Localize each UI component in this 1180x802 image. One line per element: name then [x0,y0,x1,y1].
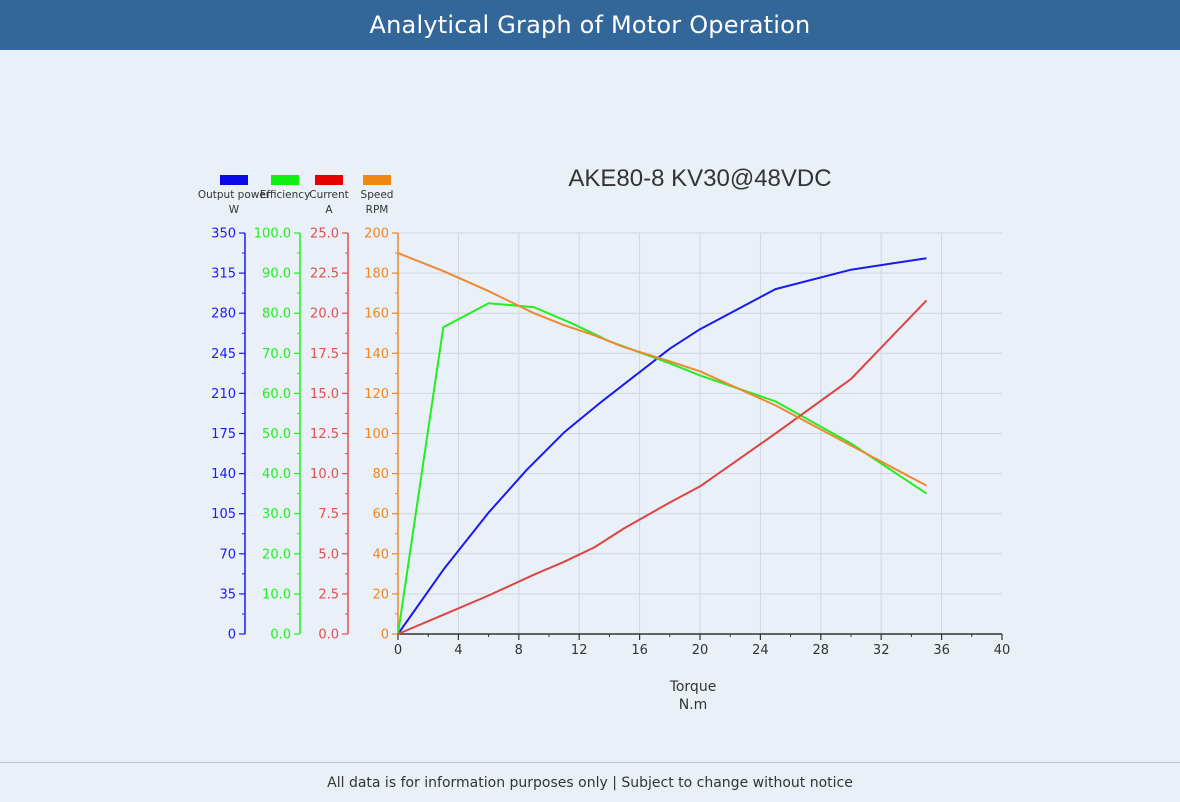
series-line-speed [397,252,927,487]
y-tick-label-efficiency: 70.0 [262,347,291,362]
y-tick-label-efficiency: 60.0 [262,387,291,402]
x-axis-label: Torque [669,679,717,695]
y-tick-label-power: 105 [211,507,236,522]
y-tick-label-efficiency: 20.0 [262,547,291,562]
series-line-power [397,257,927,635]
x-tick-label: 32 [873,643,890,658]
y-tick-label-speed: 200 [364,227,389,242]
y-tick-label-speed: 160 [364,307,389,322]
legend-unit-speed: RPM [366,204,389,216]
y-tick-label-speed: 0 [381,628,389,643]
y-tick-label-efficiency: 50.0 [262,427,291,442]
y-tick-label-speed: 60 [372,507,389,522]
y-tick-label-speed: 100 [364,427,389,442]
y-tick-label-power: 280 [211,307,236,322]
y-tick-label-speed: 140 [364,347,389,362]
series-line-current [397,299,928,635]
y-tick-label-power: 140 [211,467,236,482]
y-tick-label-current: 0.0 [318,628,339,643]
x-tick-label: 4 [454,643,462,658]
y-tick-label-speed: 80 [372,467,389,482]
x-tick-label: 36 [933,643,950,658]
y-tick-label-efficiency: 30.0 [262,507,291,522]
page-header: Analytical Graph of Motor Operation [0,0,1180,50]
legend-unit-current: A [325,204,333,216]
grid-lines [398,232,1002,634]
y-tick-label-power: 70 [219,547,236,562]
y-tick-label-speed: 120 [364,387,389,402]
page-title: Analytical Graph of Motor Operation [369,11,811,39]
chart-title: AKE80-8 KV30@48VDC [568,165,831,192]
x-tick-label: 28 [813,643,830,658]
y-tick-label-efficiency: 90.0 [262,267,291,282]
y-axes: 0 35 70 105 140 175 210 245 280 315 350 0.0 10.0 20.0… [211,227,399,643]
y-tick-label-current: 12.5 [310,427,339,442]
x-tick-label: 12 [571,643,588,658]
y-tick-label-efficiency: 40.0 [262,467,291,482]
legend-swatch-speed [363,175,391,185]
footer-note: All data is for information purposes onl… [327,774,853,791]
x-axis-unit: N.m [679,697,708,713]
y-tick-label-power: 35 [219,587,236,602]
legend-label-efficiency: Efficiency [260,189,311,201]
y-tick-label-power: 210 [211,387,236,402]
x-tick-label: 24 [752,643,769,658]
legend-swatch-current [315,175,343,185]
y-tick-label-current: 15.0 [310,387,339,402]
legend-swatch-power [220,175,248,185]
y-tick-label-power: 350 [211,227,236,242]
y-tick-label-power: 245 [211,347,236,362]
x-tick-label: 20 [692,643,709,658]
y-tick-label-efficiency: 80.0 [262,307,291,322]
y-tick-label-power: 0 [228,628,236,643]
x-tick-label: 0 [394,643,402,658]
legend-label-current: Current [309,189,348,201]
legend-unit-power: W [229,204,240,216]
y-tick-label-speed: 40 [372,547,389,562]
legend-label-speed: Speed [361,189,394,201]
legend-label-power: Output power [198,189,271,201]
x-tick-label: 40 [994,643,1011,658]
page-footer: All data is for information purposes onl… [0,763,1180,802]
y-tick-label-power: 175 [211,427,236,442]
x-tick-label: 16 [631,643,648,658]
y-tick-label-current: 22.5 [310,267,339,282]
y-tick-label-power: 315 [211,267,236,282]
y-tick-label-current: 10.0 [310,467,339,482]
x-tick-label: 8 [515,643,523,658]
y-tick-label-speed: 180 [364,267,389,282]
x-axis: 0 4 8 12 16 20 24 28 32 36 40 [394,633,1011,658]
y-tick-label-efficiency: 10.0 [262,587,291,602]
y-tick-label-current: 7.5 [318,507,339,522]
y-tick-label-current: 5.0 [318,547,339,562]
motor-performance-chart: AKE80-8 KV30@48VDC 0 35 70 105 140 175 210 245 2… [198,165,1011,713]
y-tick-label-current: 25.0 [310,227,339,242]
y-tick-label-current: 2.5 [318,587,339,602]
y-tick-label-efficiency: 0.0 [270,628,291,643]
y-tick-label-speed: 20 [372,587,389,602]
series-lines [397,252,928,635]
y-tick-label-current: 17.5 [310,347,339,362]
legend-swatch-efficiency [271,175,299,185]
y-tick-label-current: 20.0 [310,307,339,322]
footer-divider [0,762,1180,763]
y-tick-label-efficiency: 100.0 [254,227,291,242]
